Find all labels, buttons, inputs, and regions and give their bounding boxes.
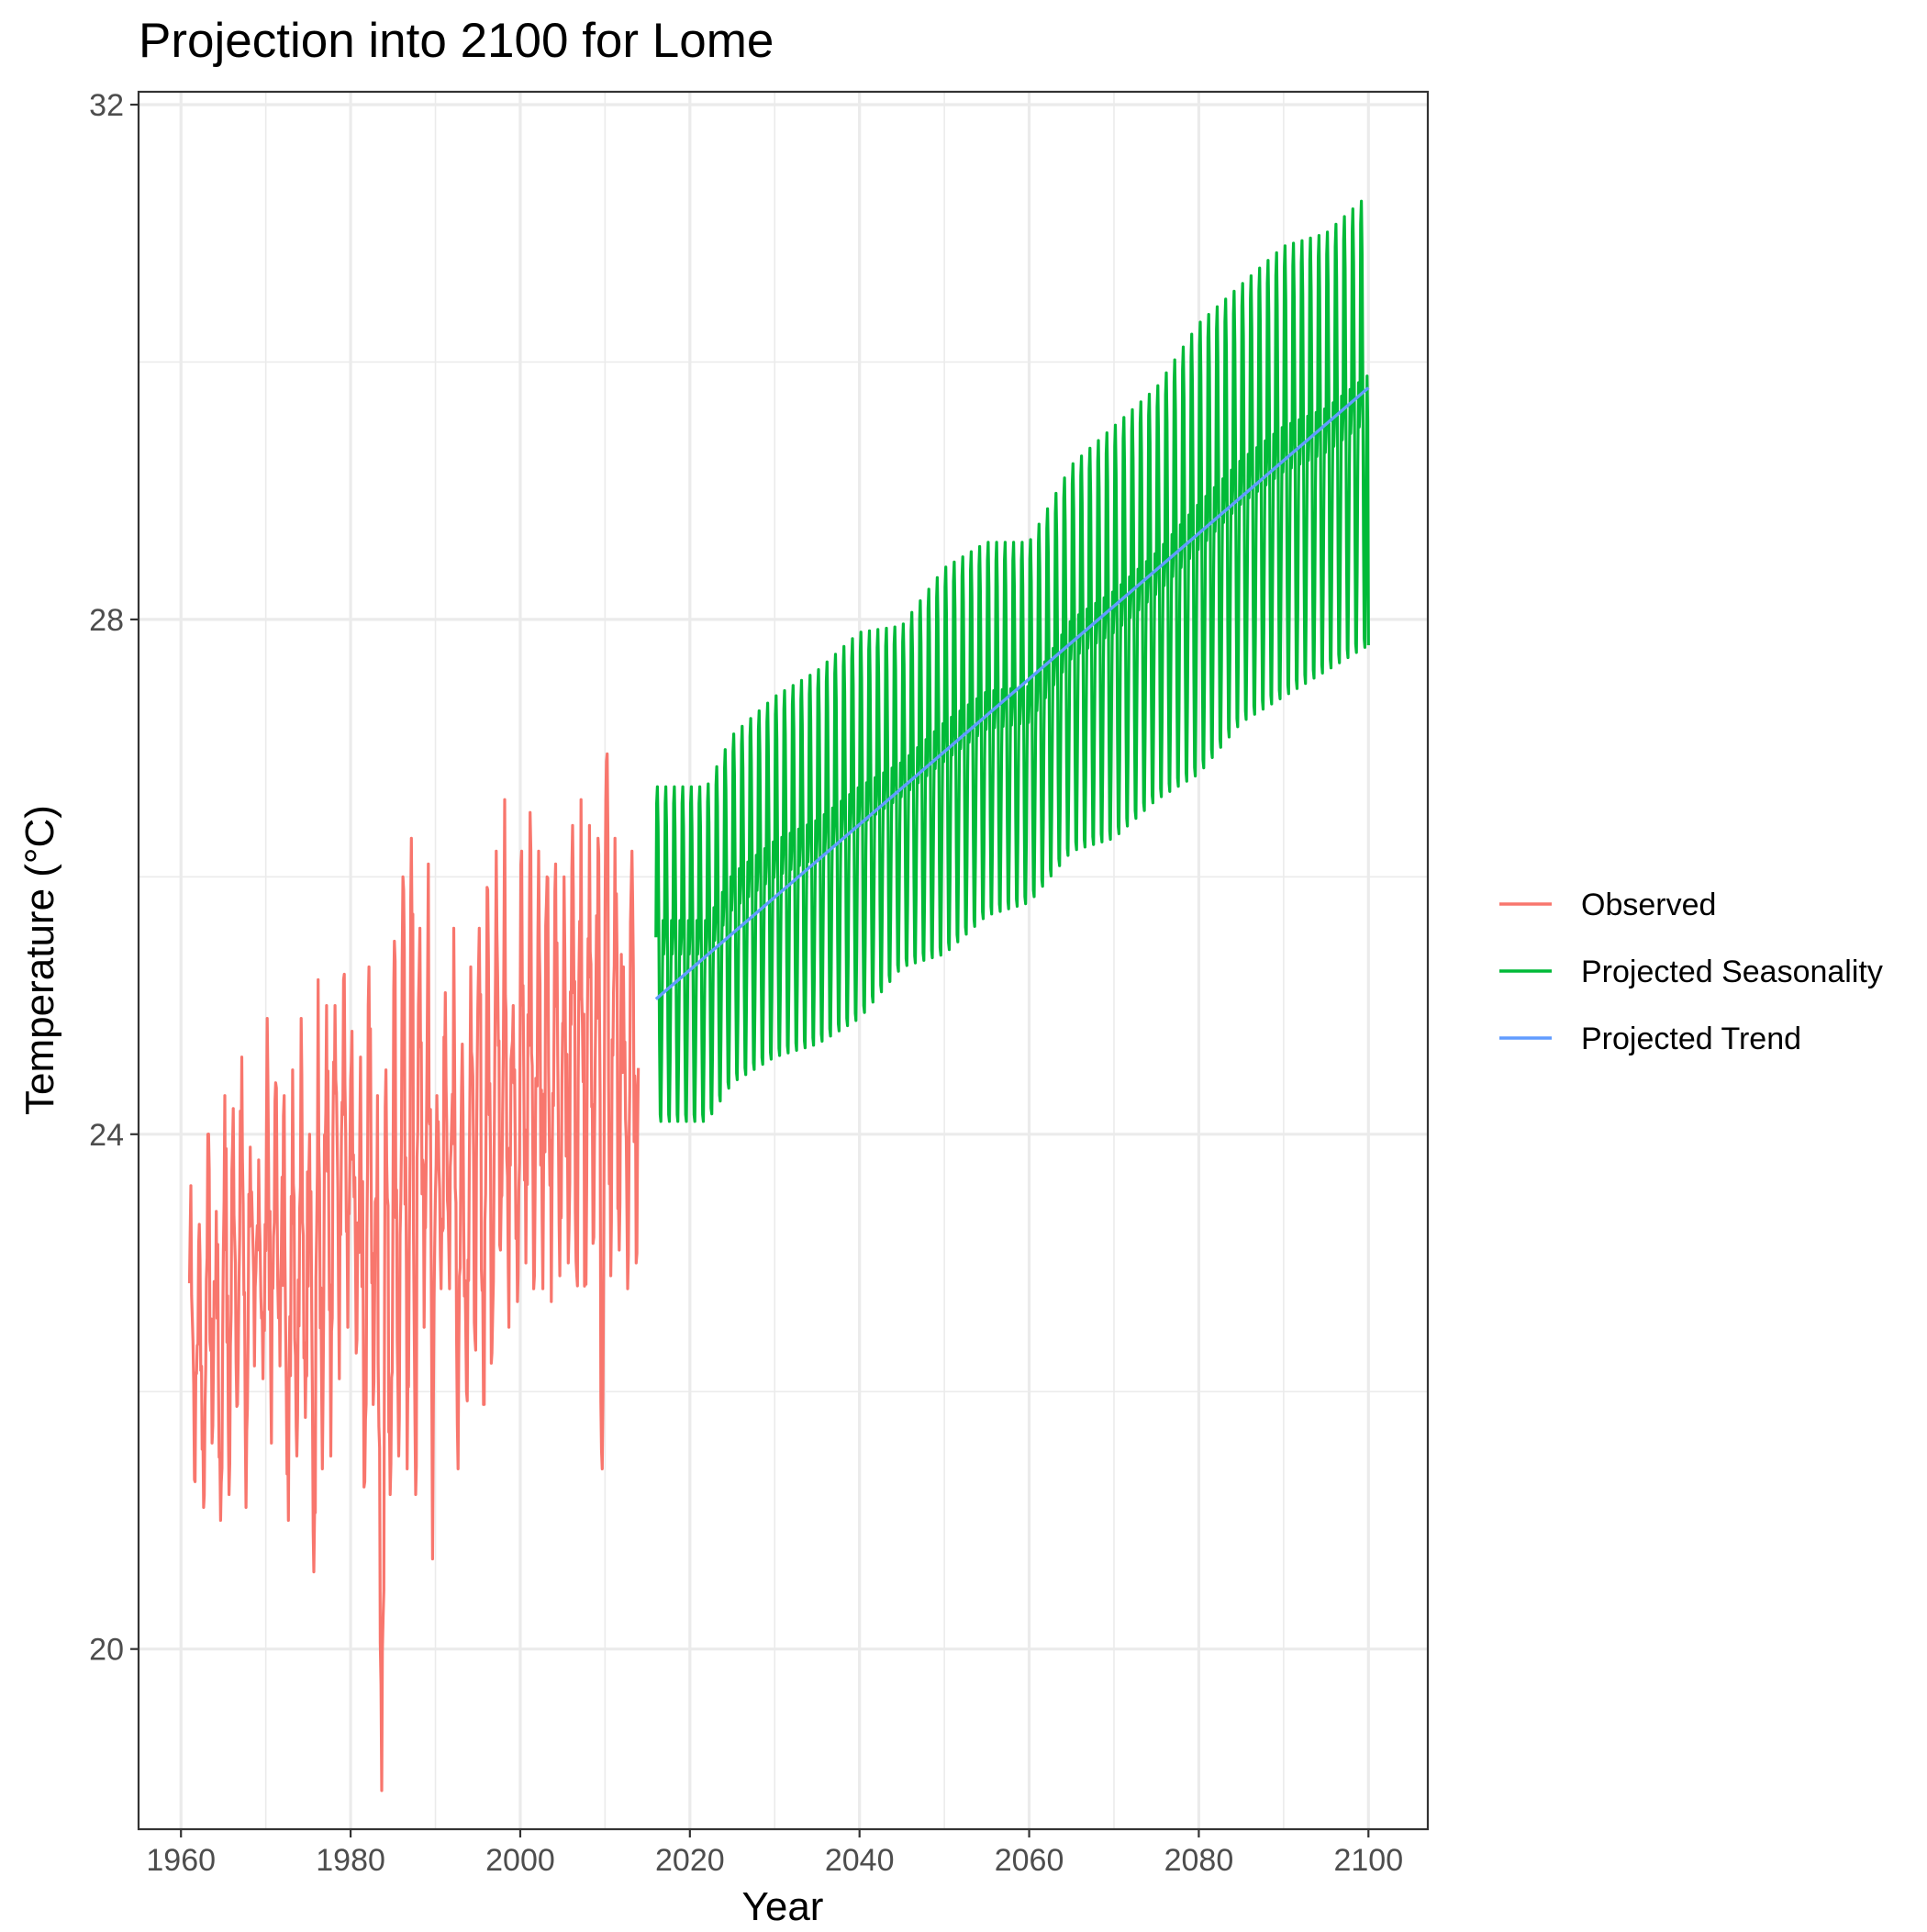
x-axis-title: Year bbox=[742, 1884, 824, 1927]
y-tick-label: 28 bbox=[89, 603, 124, 638]
x-tick-label: 2080 bbox=[1164, 1843, 1234, 1878]
y-axis-title: Temperature (°C) bbox=[17, 805, 62, 1115]
series-line-observed bbox=[187, 752, 640, 1792]
series-line-projected-seasonality bbox=[654, 199, 1370, 1123]
y-axis: 20 24 28 32 bbox=[89, 88, 139, 1668]
y-tick-label: 20 bbox=[89, 1633, 124, 1668]
series-line-projected-trend bbox=[654, 386, 1370, 1000]
legend-label-projected-trend: Projected Trend bbox=[1581, 1022, 1801, 1056]
legend: Observed Projected Seasonality Projected… bbox=[1499, 888, 1883, 1056]
legend-label-observed: Observed bbox=[1581, 888, 1716, 922]
chart-title: Projection into 2100 for Lome bbox=[139, 14, 774, 68]
plot-panel-border bbox=[137, 90, 1430, 1831]
y-tick-label: 32 bbox=[89, 88, 124, 123]
x-axis: 1960 1980 2000 2020 2040 2060 2080 2100 bbox=[146, 1829, 1403, 1878]
legend-item-observed: Observed bbox=[1499, 888, 1716, 922]
legend-label-projected-seasonality: Projected Seasonality bbox=[1581, 955, 1883, 989]
legend-item-projected-trend: Projected Trend bbox=[1499, 1022, 1801, 1056]
x-tick-label: 2100 bbox=[1333, 1843, 1403, 1878]
y-tick-label: 24 bbox=[89, 1118, 124, 1153]
x-tick-label: 2000 bbox=[485, 1843, 555, 1878]
x-tick-label: 2060 bbox=[995, 1843, 1064, 1878]
x-tick-label: 2020 bbox=[655, 1843, 725, 1878]
x-tick-label: 1960 bbox=[146, 1843, 216, 1878]
legend-item-projected-seasonality: Projected Seasonality bbox=[1499, 955, 1883, 989]
x-tick-label: 2040 bbox=[825, 1843, 895, 1878]
series-layer bbox=[187, 199, 1370, 1792]
x-tick-label: 1980 bbox=[316, 1843, 385, 1878]
